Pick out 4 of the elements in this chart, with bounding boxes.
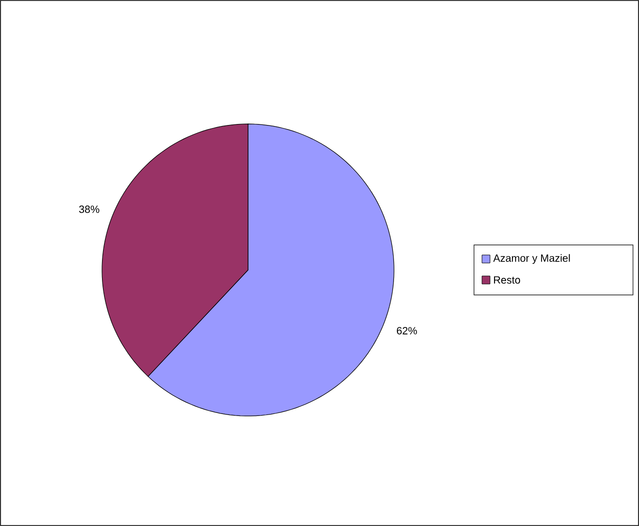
legend-label: Resto [494,276,520,284]
data-label: 62% [396,327,417,334]
data-label: 38% [79,206,100,213]
legend-label: Azamor y Maziel [493,254,570,264]
